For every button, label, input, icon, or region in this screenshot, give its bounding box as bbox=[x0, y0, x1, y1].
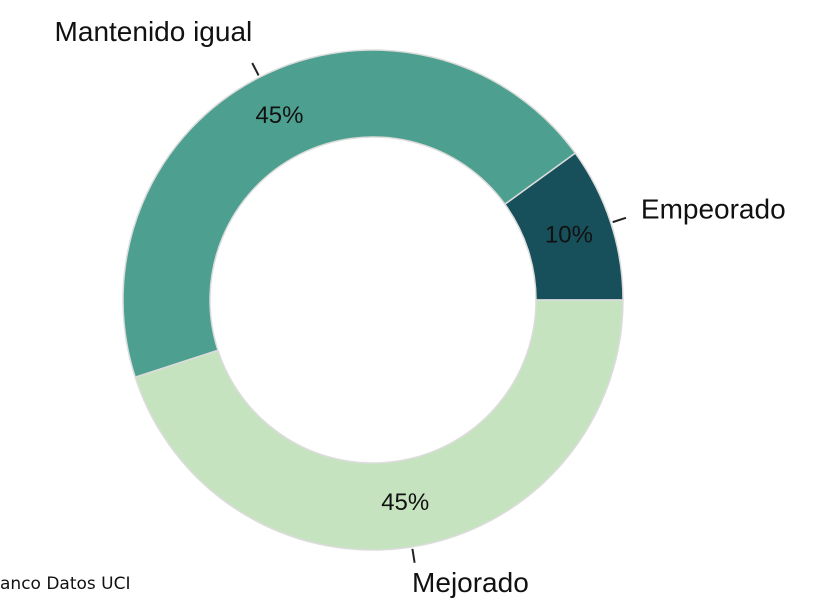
category-label: Mejorado bbox=[412, 567, 529, 598]
leader-line bbox=[251, 62, 260, 76]
value-label: 10% bbox=[545, 222, 593, 249]
leader-line bbox=[612, 216, 627, 224]
donut-segment bbox=[122, 49, 577, 379]
footer: anco Datos UCI bbox=[0, 574, 131, 594]
category-label: Mantenido igual bbox=[55, 16, 253, 47]
leader-line bbox=[411, 548, 416, 563]
donut-segment bbox=[134, 299, 624, 551]
value-label: 45% bbox=[255, 102, 303, 129]
category-label: Empeorado bbox=[641, 193, 786, 224]
value-label: 45% bbox=[381, 489, 429, 516]
